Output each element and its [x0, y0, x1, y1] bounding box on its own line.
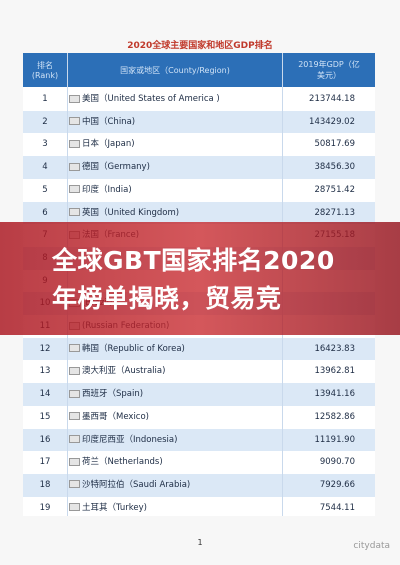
table-row: 3 日本（Japan) 50817.69 — [23, 133, 375, 156]
country-text: 西班牙（Spain) — [82, 389, 144, 400]
table-row: 15 墨西哥（Mexico) 12582.86 — [23, 406, 375, 429]
rank-cell: 18 — [39, 479, 51, 490]
header-text: 2019年GDP（亿 — [298, 60, 360, 69]
country-cell: 澳大利亚（Australia) — [69, 360, 165, 383]
country-cell: 印度尼西亚（Indonesia) — [69, 429, 177, 452]
table-title: 2020全球主要国家和地区GDP排名 — [127, 41, 273, 51]
rank-cell: 19 — [39, 502, 51, 513]
gdp-cell: 11191.90 — [314, 434, 355, 445]
table-row: 16 印度尼西亚（Indonesia) 11191.90 — [23, 428, 375, 452]
table-row: 5 印度（India) 28751.42 — [23, 179, 375, 202]
flag-icon — [69, 117, 80, 126]
flag-icon — [69, 435, 80, 443]
rank-cell: 12 — [39, 343, 51, 354]
headline: 全球GBT国家排名2020年榜单揭晓，贸易竞 — [52, 246, 335, 313]
flag-icon — [69, 412, 80, 421]
gdp-cell: 12582.86 — [314, 411, 355, 422]
header-text: (Rank) — [31, 71, 59, 80]
gdp-header: 2019年GDP（亿 美元） — [283, 53, 375, 87]
country-text: 墨西哥（Mexico) — [82, 411, 149, 422]
country-text: 美国（United States of America ) — [82, 94, 220, 104]
gdp-cell: 28271.13 — [314, 207, 355, 218]
table-row: 17 荷兰（Netherlands) 9090.70 — [23, 451, 375, 474]
country-text: 荷兰（Netherlands) — [82, 457, 163, 468]
gdp-cell: 7544.11 — [319, 502, 355, 513]
gdp-cell: 7929.66 — [319, 479, 355, 490]
table-row: 4 德国（Germany) 38456.30 — [23, 156, 375, 179]
country-text: 印度尼西亚（Indonesia) — [82, 434, 178, 445]
flag-icon — [69, 344, 80, 353]
header-text: 美元） — [317, 71, 341, 80]
country-cell: 土耳其（Turkey) — [69, 497, 147, 520]
gdp-cell: 28751.42 — [314, 184, 355, 195]
flag-icon — [69, 162, 80, 171]
rank-cell: 13 — [39, 366, 51, 377]
flag-icon — [69, 457, 80, 466]
flag-icon — [69, 139, 80, 148]
gdp-cell: 9090.70 — [319, 457, 355, 468]
country-text: 英国（United Kingdom) — [82, 207, 180, 218]
country-cell: 沙特阿拉伯（Saudi Arabia) — [69, 474, 190, 497]
rank-cell: 1 — [42, 94, 48, 104]
rank-cell: 2 — [42, 116, 48, 127]
gdp-cell: 50817.69 — [314, 139, 355, 150]
gdp-cell: 143429.02 — [309, 116, 355, 127]
banner — [0, 222, 400, 335]
watermark: citydata — [353, 541, 390, 551]
country-text: 印度（India) — [82, 184, 132, 195]
rank-cell: 17 — [39, 457, 51, 468]
country-text: 土耳其（Turkey) — [82, 502, 147, 513]
rank-cell: 3 — [42, 139, 48, 150]
gdp-cell: 16423.83 — [314, 343, 355, 354]
country-cell: 印度（India) — [69, 179, 132, 202]
header-text: 国家或地区（County/Region) — [120, 65, 230, 75]
country-text: 中国（China) — [82, 116, 136, 127]
country-cell: 荷兰（Netherlands) — [69, 451, 163, 474]
header-text: 排名 — [37, 61, 53, 70]
gdp-cell: 13941.16 — [314, 389, 355, 400]
country-text: 日本（Japan) — [82, 139, 135, 150]
flag-icon — [69, 208, 80, 216]
country-cell: 美国（United States of America ) — [69, 88, 220, 111]
country-cell: 德国（Germany) — [69, 156, 150, 179]
country-cell: 韩国（Republic of Korea) — [69, 338, 185, 361]
page-number: 1 — [197, 538, 203, 547]
table-row: 2 中国（China) 143429.02 — [23, 110, 375, 134]
gdp-cell: 38456.30 — [314, 162, 355, 173]
country-header: 国家或地区（County/Region) — [68, 53, 282, 87]
table-row: 6 英国（United Kingdom) 28271.13 — [23, 201, 375, 225]
rank-cell: 15 — [39, 411, 51, 422]
rank-cell: 6 — [42, 207, 48, 218]
rank-header: 排名 (Rank) — [23, 53, 67, 87]
country-cell: 英国（United Kingdom) — [69, 202, 179, 225]
rank-cell: 14 — [39, 389, 51, 400]
table-row: 19 土耳其（Turkey) 7544.11 — [23, 497, 375, 520]
table-row: 14 西班牙（Spain) 13941.16 — [23, 383, 375, 406]
country-text: 韩国（Republic of Korea) — [82, 343, 185, 354]
flag-icon — [69, 185, 80, 194]
flag-icon — [69, 94, 80, 103]
flag-icon — [69, 366, 80, 375]
flag-icon — [69, 503, 80, 512]
flag-icon — [69, 389, 80, 398]
country-cell: 西班牙（Spain) — [69, 383, 143, 406]
table-row: 12 韩国（Republic of Korea) 16423.83 — [23, 337, 375, 361]
country-cell: 墨西哥（Mexico) — [69, 406, 149, 429]
country-cell: 中国（China) — [69, 111, 135, 134]
country-text: 德国（Germany) — [82, 162, 150, 173]
table-row: 13 澳大利亚（Australia) 13962.81 — [23, 360, 375, 383]
table-row: 1 美国（United States of America ) 213744.18 — [23, 88, 375, 111]
country-text: 澳大利亚（Australia) — [82, 366, 166, 377]
gdp-cell: 13962.81 — [314, 366, 355, 377]
rank-cell: 5 — [42, 184, 48, 195]
country-text: 沙特阿拉伯（Saudi Arabia) — [82, 479, 191, 490]
rank-cell: 4 — [42, 162, 48, 173]
table-row: 18 沙特阿拉伯（Saudi Arabia) 7929.66 — [23, 473, 375, 497]
flag-icon — [69, 480, 80, 489]
rank-cell: 16 — [39, 434, 51, 445]
gdp-cell: 213744.18 — [309, 94, 355, 104]
country-cell: 日本（Japan) — [69, 133, 135, 156]
